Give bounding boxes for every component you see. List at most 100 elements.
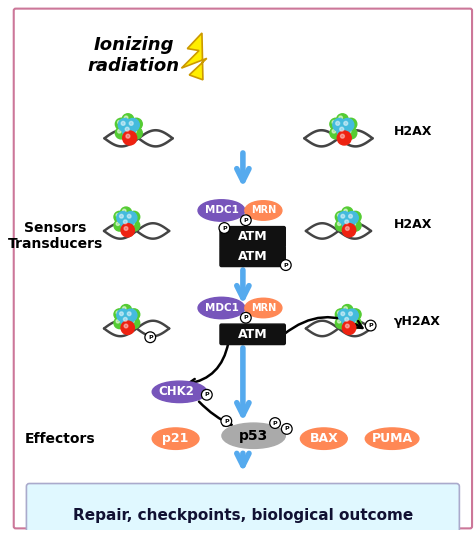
Circle shape (365, 320, 376, 331)
Circle shape (116, 222, 119, 226)
Circle shape (335, 309, 346, 320)
Circle shape (349, 214, 352, 218)
Circle shape (342, 315, 355, 327)
Circle shape (128, 212, 140, 222)
Text: Effectors: Effectors (25, 432, 96, 446)
Text: γH2AX: γH2AX (394, 315, 441, 328)
Circle shape (345, 220, 348, 224)
Text: PUMA: PUMA (372, 432, 413, 445)
Text: p21: p21 (163, 432, 189, 445)
Circle shape (345, 118, 357, 130)
Circle shape (350, 309, 361, 320)
Circle shape (341, 119, 354, 132)
Circle shape (350, 212, 361, 222)
Circle shape (122, 114, 134, 126)
FancyBboxPatch shape (220, 324, 285, 345)
Ellipse shape (245, 298, 282, 318)
Circle shape (131, 118, 142, 130)
Text: MDC1: MDC1 (204, 303, 238, 313)
Circle shape (128, 309, 140, 320)
Circle shape (352, 311, 356, 315)
Circle shape (133, 120, 137, 124)
Circle shape (352, 320, 356, 323)
Text: P: P (273, 420, 277, 425)
Circle shape (270, 418, 281, 429)
Circle shape (121, 223, 135, 237)
Text: H2AX: H2AX (394, 125, 432, 138)
Circle shape (332, 129, 336, 133)
Circle shape (339, 116, 342, 120)
Text: H2AX: H2AX (394, 217, 432, 230)
Circle shape (337, 222, 341, 226)
FancyBboxPatch shape (27, 483, 459, 537)
Circle shape (344, 121, 348, 125)
Circle shape (127, 119, 139, 132)
Text: P: P (244, 217, 248, 223)
Circle shape (342, 304, 353, 316)
Circle shape (338, 309, 351, 322)
Circle shape (119, 312, 123, 316)
Circle shape (352, 222, 356, 226)
Circle shape (339, 125, 342, 128)
FancyBboxPatch shape (14, 9, 472, 528)
Circle shape (114, 309, 125, 320)
Circle shape (347, 129, 351, 133)
Circle shape (330, 118, 342, 130)
Circle shape (332, 120, 336, 124)
Circle shape (346, 324, 349, 328)
FancyBboxPatch shape (220, 227, 285, 247)
Circle shape (115, 127, 127, 139)
Circle shape (123, 131, 137, 145)
Circle shape (344, 209, 347, 213)
Circle shape (240, 313, 251, 323)
Circle shape (346, 227, 349, 230)
Circle shape (124, 227, 128, 230)
Ellipse shape (152, 381, 207, 403)
Circle shape (346, 309, 358, 322)
Circle shape (335, 220, 346, 231)
Circle shape (337, 131, 351, 145)
Text: P: P (283, 263, 288, 267)
Circle shape (123, 317, 127, 321)
Text: P: P (222, 226, 227, 230)
Circle shape (116, 320, 119, 323)
Circle shape (337, 214, 341, 217)
Text: MDC1: MDC1 (204, 206, 238, 215)
Circle shape (128, 312, 131, 316)
Circle shape (121, 315, 133, 327)
Circle shape (342, 223, 356, 237)
Circle shape (123, 315, 126, 319)
Circle shape (116, 214, 119, 217)
Circle shape (118, 129, 121, 133)
Circle shape (350, 317, 361, 329)
Circle shape (118, 120, 121, 124)
Circle shape (335, 212, 346, 222)
Circle shape (124, 324, 128, 328)
Ellipse shape (365, 428, 419, 449)
Text: CHK2: CHK2 (159, 386, 194, 398)
Circle shape (116, 311, 119, 315)
Circle shape (337, 123, 348, 134)
Text: BAX: BAX (310, 432, 338, 445)
Circle shape (122, 125, 135, 137)
Circle shape (120, 216, 132, 227)
Ellipse shape (198, 297, 245, 319)
Circle shape (114, 212, 125, 222)
Circle shape (342, 207, 353, 218)
Circle shape (131, 320, 134, 323)
Text: ATM: ATM (238, 250, 267, 263)
Circle shape (120, 313, 132, 324)
Circle shape (281, 260, 291, 271)
Circle shape (117, 212, 129, 224)
Circle shape (123, 220, 127, 224)
Circle shape (342, 217, 355, 229)
Circle shape (336, 121, 340, 125)
Circle shape (337, 320, 341, 323)
Circle shape (121, 217, 133, 229)
Circle shape (337, 311, 341, 315)
Circle shape (240, 215, 251, 226)
Circle shape (131, 214, 134, 217)
Circle shape (342, 313, 353, 324)
Circle shape (335, 317, 346, 329)
Circle shape (123, 218, 126, 221)
